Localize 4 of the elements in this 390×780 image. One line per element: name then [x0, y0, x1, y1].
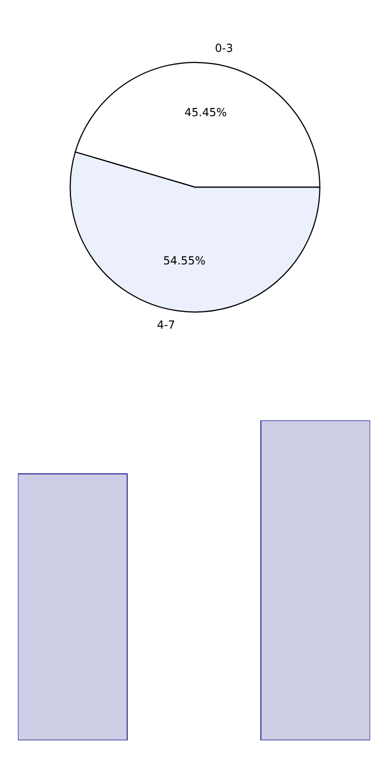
- slice-label: 0-3: [216, 44, 232, 52]
- data-label: 54.55%: [164, 256, 205, 265]
- data-label: 45.45%: [185, 108, 226, 116]
- slice-label: 4-7: [157, 320, 174, 329]
